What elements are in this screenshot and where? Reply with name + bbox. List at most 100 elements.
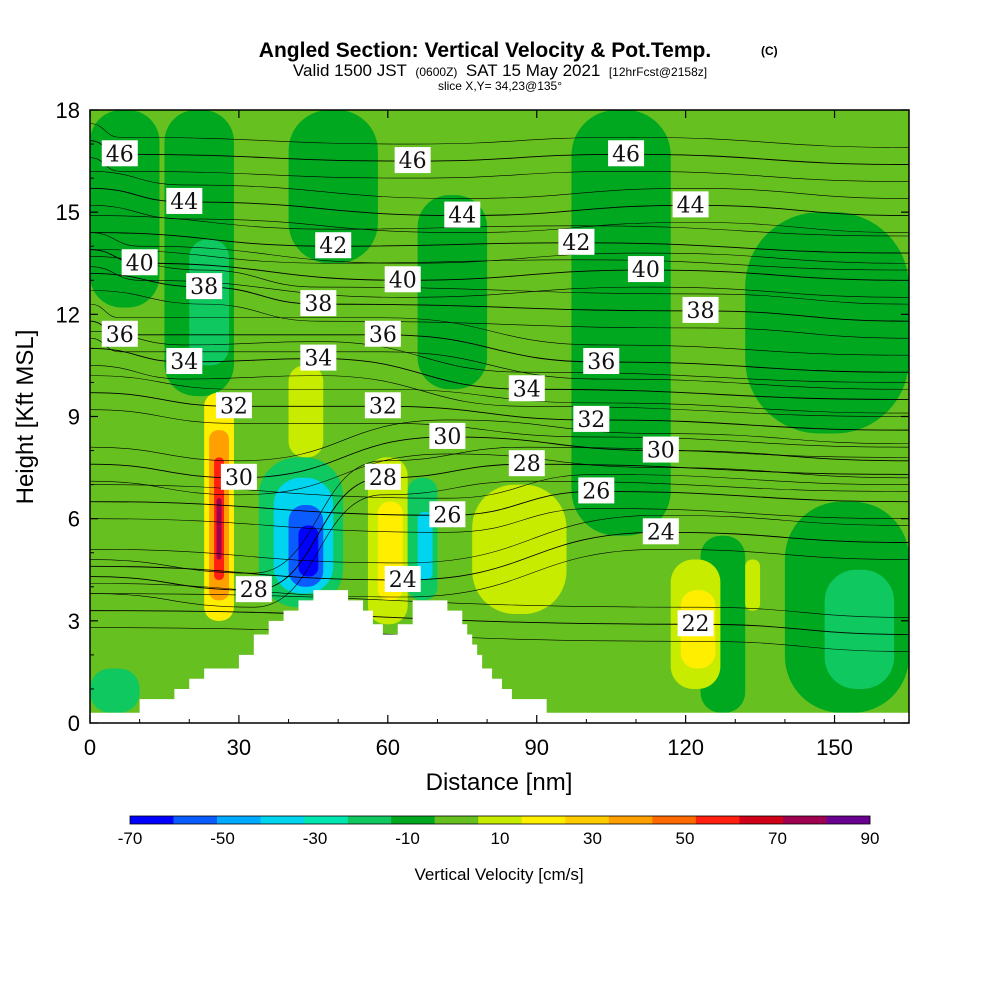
theta-label-text: 44: [170, 190, 198, 215]
x-axis-label: Distance [nm]: [426, 769, 573, 796]
valid-line: Valid 1500 JST (0600Z) SAT 15 May 2021 […: [293, 61, 707, 80]
theta-contour-line: [90, 365, 909, 417]
theta-label-text: 40: [389, 268, 417, 293]
velocity-region: [90, 668, 140, 713]
theta-label: 40: [384, 266, 421, 293]
y-axis-label: Height [Kft MSL]: [12, 330, 39, 505]
theta-label-text: 26: [582, 479, 610, 504]
theta-label-box: [578, 477, 615, 504]
y-tick-label: 0: [68, 711, 80, 736]
velocity-region: [745, 559, 761, 611]
theta-contour-line: [90, 392, 909, 431]
theta-label: 38: [682, 296, 719, 324]
theta-label-box: [682, 296, 719, 323]
theta-label: 36: [364, 320, 401, 348]
theta-label-text: 38: [304, 292, 332, 317]
theta-label: 38: [300, 290, 337, 317]
theta-label: 38: [186, 273, 223, 300]
colorbar-segment: [173, 816, 218, 824]
velocity-region: [824, 569, 895, 689]
theta-label-text: 30: [433, 425, 461, 450]
theta-label-box: [101, 320, 138, 347]
y-tick-label: 9: [68, 405, 80, 430]
theta-label: 46: [394, 147, 431, 174]
theta-label-box: [235, 576, 272, 603]
chart-title-tag: (C): [761, 44, 778, 58]
theta-contour-line: [90, 508, 909, 533]
theta-label-box: [300, 290, 337, 317]
theta-label-box: [364, 463, 401, 490]
theta-contour-line: [90, 232, 909, 264]
theta-label-text: 22: [682, 612, 710, 637]
colorbar-tick-label: -50: [210, 829, 235, 848]
theta-label-text: 34: [513, 377, 541, 402]
theta-label-box: [394, 147, 431, 174]
colorbar-label: Vertical Velocity [cm/s]: [414, 865, 583, 884]
theta-label-box: [220, 463, 257, 490]
theta-label-text: 24: [647, 520, 675, 545]
theta-label-box: [608, 140, 645, 167]
x-tick-label: 150: [816, 735, 853, 760]
theta-label: 24: [642, 518, 679, 545]
colorbar-segment: [478, 816, 523, 824]
colorbar-segment: [217, 816, 261, 824]
x-tick-label: 120: [667, 735, 704, 760]
theta-label: 34: [300, 344, 337, 372]
y-tick-label: 12: [56, 302, 80, 327]
theta-contour-line: [90, 453, 909, 496]
colorbar-segment: [521, 816, 566, 824]
colorbar-frame: [129, 815, 871, 825]
theta-label-box: [583, 348, 620, 375]
velocity-region: [745, 212, 909, 434]
colorbar-segment: [695, 816, 740, 824]
theta-label-box: [573, 405, 610, 432]
theta-label: 36: [583, 348, 620, 375]
theta-label-text: 28: [240, 578, 268, 603]
valid-date: SAT 15 May 2021: [466, 61, 601, 80]
theta-contour-labels: 46 46 46 44 44 44 42 42 40 40 40 38 38 38 36 36 36 34 34 34…: [101, 140, 719, 637]
theta-label-box: [384, 266, 421, 293]
colorbar-segment: [347, 816, 392, 824]
theta-label-box: [166, 348, 203, 375]
theta-label-text: 30: [647, 439, 675, 464]
y-tick-label: 18: [56, 98, 80, 123]
theta-label-text: 30: [225, 466, 253, 491]
colorbar-tick-labels: -70 -50 -30 -10 10 30 50 70 90: [118, 829, 880, 848]
colorbar-segment: [782, 816, 827, 824]
theta-contour-line: [90, 337, 909, 390]
theta-label: 28: [364, 463, 401, 491]
theta-label-text: 32: [220, 394, 248, 419]
theta-label: 40: [121, 249, 158, 276]
theta-label-box: [508, 450, 545, 477]
theta-label-text: 40: [632, 258, 660, 283]
theta-label: 26: [578, 477, 615, 504]
colorbar-tick-label: 90: [861, 829, 880, 848]
theta-label-box: [429, 501, 466, 528]
terrain-mask: [90, 590, 909, 723]
theta-label: 42: [315, 232, 352, 259]
theta-contour-line: [90, 531, 909, 581]
theta-label-box: [300, 344, 337, 371]
theta-label-box: [642, 436, 679, 463]
colorbar-tick-label: -70: [118, 829, 143, 848]
x-tick-label: 30: [227, 735, 251, 760]
theta-label-box: [101, 140, 138, 167]
theta-label-text: 32: [369, 394, 397, 419]
theta-contour-line: [90, 514, 909, 564]
valid-prefix: Valid 1500 JST: [293, 61, 407, 80]
velocity-region: [417, 511, 433, 580]
theta-label: 46: [608, 140, 645, 167]
valid-utc: (0600Z): [415, 65, 457, 79]
forecast-label: [12hrFcst@2158z]: [609, 65, 707, 79]
theta-label: 34: [508, 375, 545, 402]
colorbar-tick-label: 30: [583, 829, 602, 848]
theta-label-text: 46: [399, 149, 427, 174]
theta-label-box: [364, 392, 401, 419]
theta-contour-line: [90, 266, 909, 298]
theta-label: 36: [101, 320, 138, 348]
theta-label: 32: [573, 405, 610, 433]
velocity-region: [571, 110, 671, 536]
x-tick-label: 0: [84, 735, 96, 760]
